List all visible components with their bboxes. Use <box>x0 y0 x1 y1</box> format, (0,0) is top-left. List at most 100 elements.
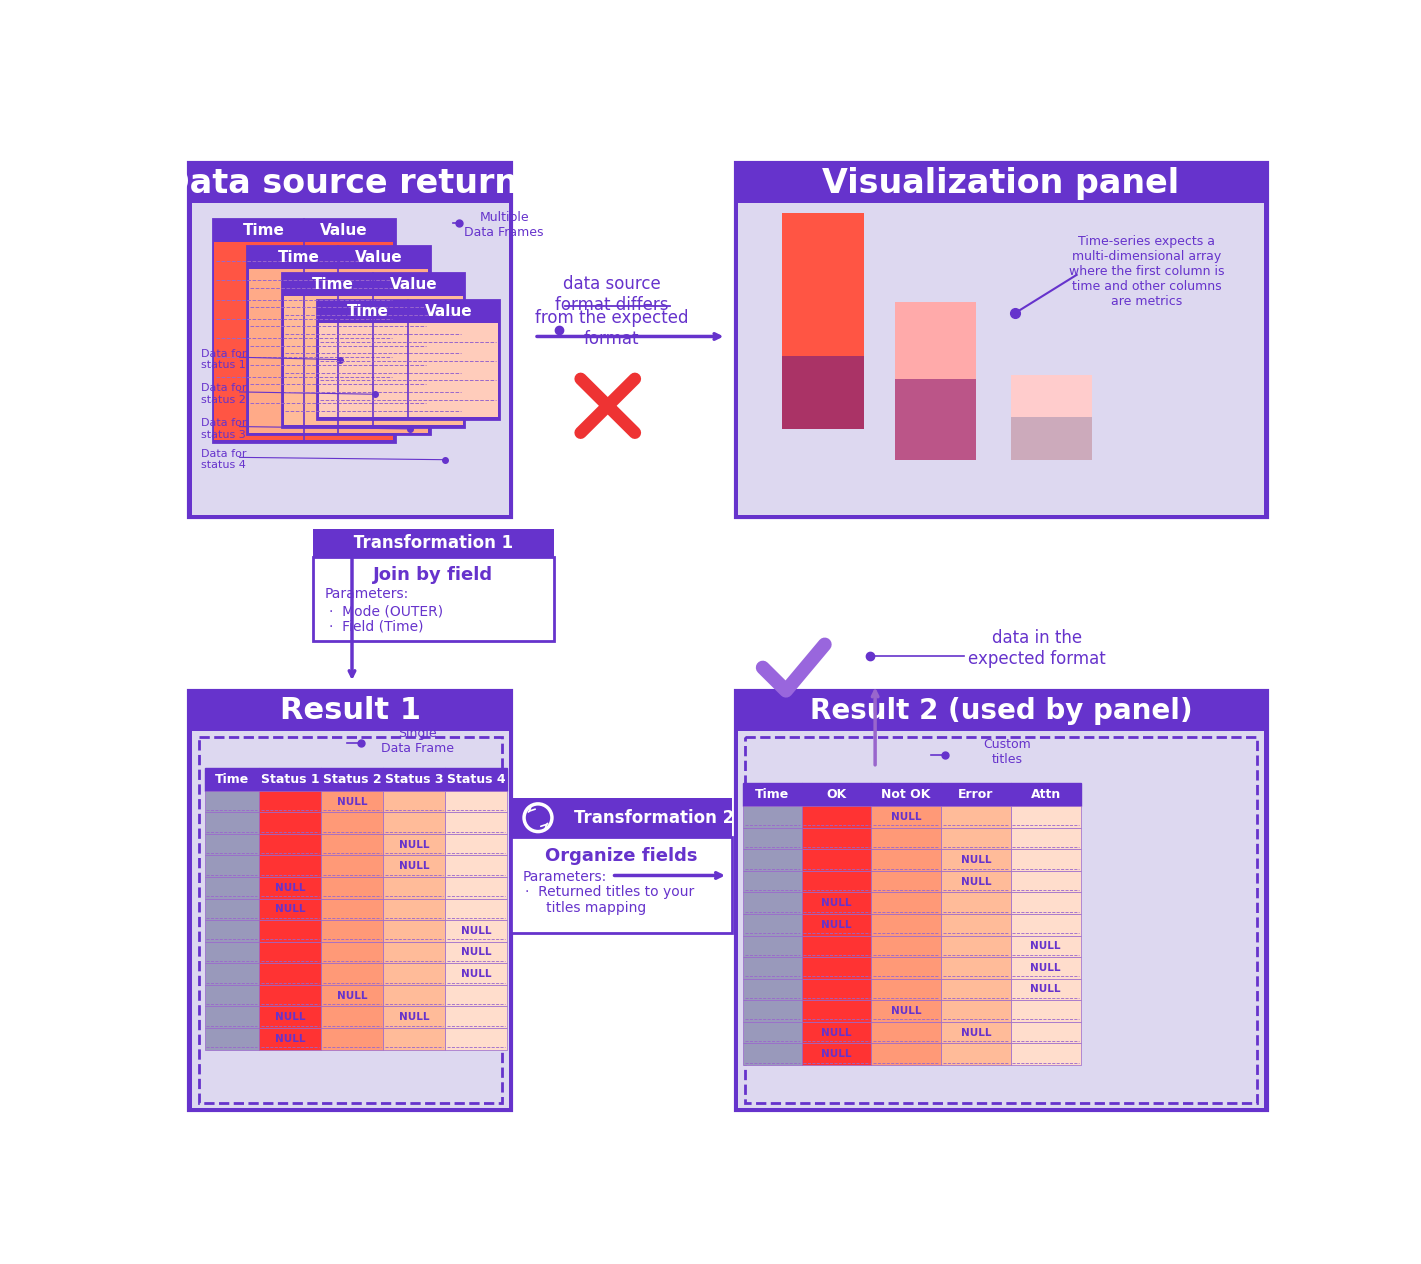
Text: Value: Value <box>355 250 402 264</box>
Bar <box>894 379 976 460</box>
Bar <box>1010 375 1093 417</box>
Bar <box>743 828 801 849</box>
Bar <box>445 1028 507 1049</box>
Bar <box>205 813 259 834</box>
Text: NULL: NULL <box>1030 942 1061 952</box>
Bar <box>801 828 871 849</box>
Bar <box>736 163 1266 517</box>
Bar <box>205 899 259 920</box>
Text: ·  Mode (OUTER): · Mode (OUTER) <box>328 604 443 618</box>
Bar <box>801 871 871 892</box>
Bar <box>318 322 497 417</box>
Text: Time: Time <box>243 222 284 238</box>
Bar <box>941 957 1010 978</box>
Bar <box>1010 1021 1080 1043</box>
Bar <box>801 914 871 935</box>
Bar <box>445 813 507 834</box>
Bar <box>1010 784 1080 806</box>
Bar <box>743 1021 801 1043</box>
Bar <box>801 1043 871 1064</box>
Bar <box>1010 914 1080 935</box>
Bar <box>259 899 321 920</box>
Bar <box>259 942 321 963</box>
Bar <box>1010 806 1080 828</box>
Bar <box>283 273 465 426</box>
Text: Data for
status 2: Data for status 2 <box>200 383 246 404</box>
Bar <box>512 799 732 837</box>
Bar <box>205 920 259 942</box>
Text: OK: OK <box>826 789 847 801</box>
Bar <box>384 985 445 1006</box>
Bar <box>259 767 321 791</box>
Bar <box>259 877 321 899</box>
Bar <box>941 892 1010 914</box>
Bar <box>871 806 941 828</box>
Bar <box>259 1006 321 1028</box>
Bar <box>743 806 801 828</box>
Bar <box>321 899 384 920</box>
Bar <box>445 877 507 899</box>
Bar <box>445 767 507 791</box>
Bar <box>205 942 259 963</box>
Bar <box>259 963 321 985</box>
Text: Time-series expects a
multi-dimensional array
where the first column is
time and: Time-series expects a multi-dimensional … <box>1069 235 1223 307</box>
Bar <box>384 813 445 834</box>
Text: Parameters:: Parameters: <box>523 870 607 884</box>
Bar <box>1010 1043 1080 1064</box>
Bar <box>1010 417 1093 460</box>
Bar <box>313 528 554 556</box>
Bar <box>801 806 871 828</box>
Bar <box>782 214 864 355</box>
Text: NULL: NULL <box>821 1049 851 1059</box>
Bar <box>941 871 1010 892</box>
Bar <box>445 899 507 920</box>
Bar <box>205 877 259 899</box>
Text: NULL: NULL <box>821 899 851 909</box>
Bar <box>445 942 507 963</box>
Bar <box>801 1021 871 1043</box>
Text: NULL: NULL <box>399 861 429 871</box>
Text: Value: Value <box>389 277 438 292</box>
Text: Attn: Attn <box>1030 789 1060 801</box>
Text: Parameters:: Parameters: <box>325 588 409 602</box>
Bar <box>259 985 321 1006</box>
Text: Data for
status 4: Data for status 4 <box>200 449 246 470</box>
Bar <box>205 963 259 985</box>
Text: Result 1: Result 1 <box>280 696 421 726</box>
Text: Single
Data Frame: Single Data Frame <box>381 727 455 755</box>
Bar <box>871 935 941 957</box>
Text: NULL: NULL <box>891 811 921 822</box>
Bar <box>321 1006 384 1028</box>
Bar <box>321 985 384 1006</box>
Text: NULL: NULL <box>337 991 367 1001</box>
Text: NULL: NULL <box>399 1012 429 1023</box>
Bar <box>1010 935 1080 957</box>
Bar <box>321 877 384 899</box>
Text: titles mapping: titles mapping <box>533 901 645 915</box>
Bar <box>189 163 512 517</box>
Bar <box>384 942 445 963</box>
Text: Status 2: Status 2 <box>323 772 381 786</box>
Bar <box>384 1006 445 1028</box>
Bar <box>894 302 976 379</box>
Text: NULL: NULL <box>961 877 990 886</box>
Bar <box>384 767 445 791</box>
Bar <box>205 767 259 791</box>
Bar <box>871 1021 941 1043</box>
Text: Data for
status 3: Data for status 3 <box>200 418 246 440</box>
Text: data source
format differs: data source format differs <box>554 274 668 313</box>
Bar <box>249 269 428 432</box>
Bar <box>205 1006 259 1028</box>
Text: ·  Field (Time): · Field (Time) <box>328 619 423 633</box>
Bar <box>445 1006 507 1028</box>
Bar <box>941 849 1010 871</box>
Bar <box>259 834 321 856</box>
Bar <box>321 1028 384 1049</box>
Text: Value: Value <box>320 222 368 238</box>
Bar <box>205 856 259 877</box>
Bar <box>941 806 1010 828</box>
Text: Join by field: Join by field <box>374 566 493 584</box>
Text: data in the
expected format: data in the expected format <box>968 629 1106 667</box>
Bar <box>737 731 1265 1109</box>
Bar <box>247 245 429 435</box>
